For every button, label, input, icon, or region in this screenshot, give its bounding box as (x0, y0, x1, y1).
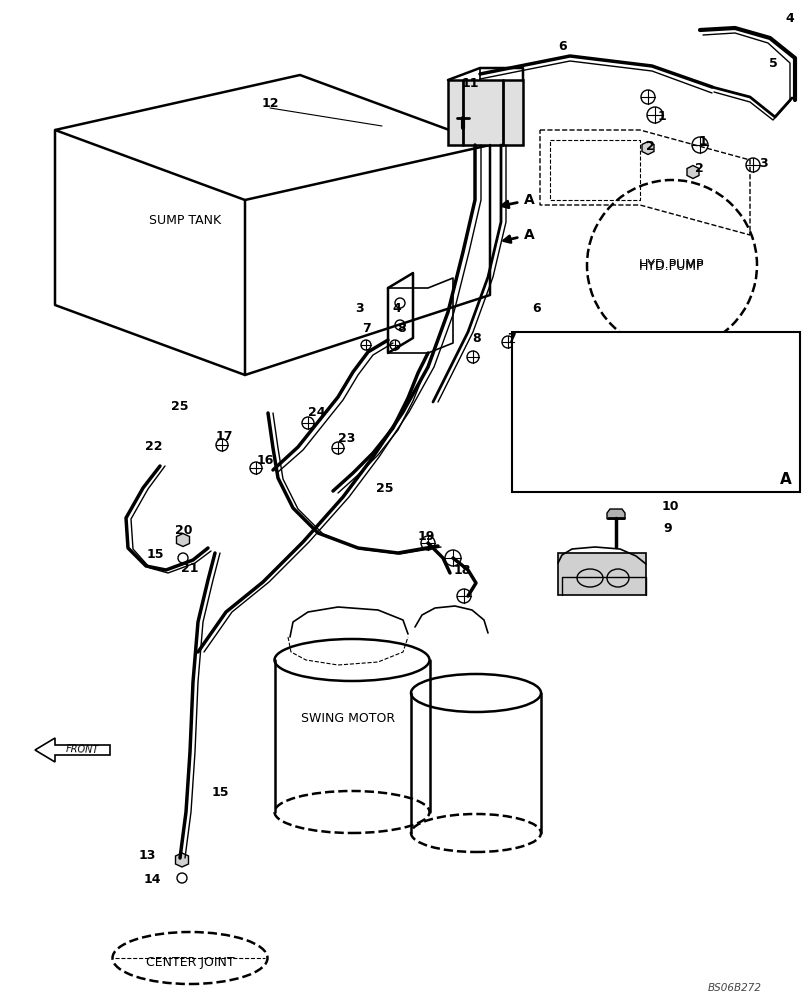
Polygon shape (176, 534, 189, 546)
Text: 1: 1 (657, 110, 666, 123)
Text: 4: 4 (393, 302, 401, 314)
Polygon shape (686, 166, 698, 179)
Text: 2: 2 (693, 162, 702, 175)
Text: 6: 6 (532, 302, 541, 314)
Text: 16: 16 (256, 454, 273, 466)
Text: 25: 25 (375, 482, 393, 494)
Text: 18: 18 (453, 564, 470, 576)
Text: 11: 11 (461, 77, 478, 90)
Text: HYD.PUMP: HYD.PUMP (638, 258, 704, 271)
Text: 5: 5 (768, 57, 776, 70)
Text: 2: 2 (645, 140, 654, 153)
Text: SWING MOTOR: SWING MOTOR (301, 711, 395, 724)
Text: 20: 20 (175, 524, 192, 536)
Polygon shape (607, 509, 624, 519)
Text: 14: 14 (143, 874, 161, 886)
Text: 25: 25 (171, 399, 188, 412)
Bar (512, 332, 799, 492)
Text: BS06B272: BS06B272 (707, 983, 761, 993)
Text: 24: 24 (308, 406, 325, 420)
Polygon shape (175, 853, 188, 867)
Text: 12: 12 (261, 97, 278, 110)
Bar (557, 553, 646, 595)
Text: 7: 7 (363, 322, 371, 334)
Text: A: A (523, 193, 534, 207)
Text: 3: 3 (759, 157, 767, 170)
Polygon shape (35, 738, 109, 762)
Polygon shape (642, 142, 653, 155)
Text: 9: 9 (663, 522, 672, 534)
Text: A: A (779, 473, 791, 488)
Text: 8: 8 (472, 332, 481, 344)
Text: 15: 15 (211, 786, 229, 799)
Text: A: A (523, 228, 534, 242)
Text: 8: 8 (397, 322, 406, 334)
Text: 15: 15 (146, 548, 164, 562)
Text: 23: 23 (338, 432, 355, 444)
Text: SUMP TANK: SUMP TANK (148, 214, 221, 227)
Text: 19: 19 (417, 530, 434, 542)
Text: 10: 10 (660, 499, 678, 512)
Text: 21: 21 (181, 562, 199, 574)
Text: 13: 13 (138, 849, 156, 862)
Text: CENTER JOINT: CENTER JOINT (145, 956, 234, 969)
Bar (448, 80, 522, 145)
Text: 3: 3 (355, 302, 364, 314)
Text: 17: 17 (215, 430, 233, 442)
Text: 6: 6 (558, 40, 567, 53)
Text: 1: 1 (697, 135, 706, 148)
Text: 7: 7 (507, 332, 516, 344)
Text: FRONT: FRONT (65, 744, 99, 756)
Text: HYD.PUMP: HYD.PUMP (638, 260, 704, 273)
Text: 22: 22 (145, 440, 162, 452)
Text: 4: 4 (785, 12, 793, 25)
